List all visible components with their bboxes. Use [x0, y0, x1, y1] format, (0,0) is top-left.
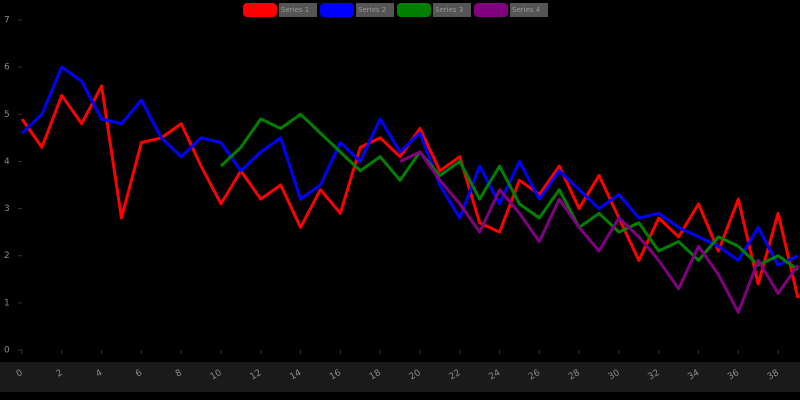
legend-label-bg: [279, 3, 317, 17]
legend-label-bg: [356, 3, 394, 17]
y-tick-label: 6: [4, 63, 10, 73]
legend-label: Series 2: [358, 6, 386, 14]
legend-swatch: [320, 3, 354, 17]
legend-label: Series 1: [281, 6, 309, 14]
legend-label-bg: [433, 3, 471, 17]
x-tick-label: 8: [174, 368, 184, 380]
y-tick-label: 5: [4, 110, 10, 120]
y-tick-label: 1: [4, 298, 10, 308]
x-tick-label: 12: [249, 368, 264, 382]
x-tick-label: 4: [94, 368, 104, 380]
y-tick-label: 7: [4, 16, 10, 26]
x-tick-label: 32: [647, 368, 662, 382]
x-tick-label: 2: [55, 368, 65, 380]
legend-swatch: [243, 3, 277, 17]
legend-label: Series 4: [512, 6, 541, 14]
series-line: [219, 112, 799, 272]
legend-label: Series 3: [435, 6, 463, 14]
legend-label-bg: [510, 3, 548, 17]
x-tick-label: 22: [448, 368, 463, 382]
y-tick-label: 0: [4, 346, 10, 356]
legend-swatch: [474, 3, 508, 17]
series-line: [20, 84, 800, 299]
series-line: [399, 150, 800, 314]
y-tick-label: 2: [4, 251, 10, 261]
legend-swatch: [397, 3, 431, 17]
x-tick-label: 0: [15, 368, 25, 380]
x-axis-band: [0, 362, 800, 392]
y-tick-label: 3: [4, 204, 10, 214]
y-tick-label: 4: [4, 157, 10, 167]
series-line: [20, 65, 799, 267]
x-tick-label: 6: [134, 368, 144, 380]
